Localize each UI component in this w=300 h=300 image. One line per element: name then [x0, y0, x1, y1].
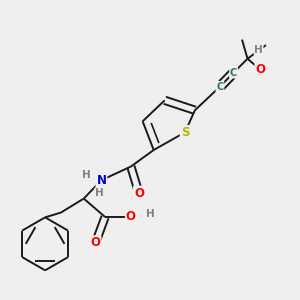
Text: O: O: [134, 187, 144, 200]
Text: H: H: [254, 44, 263, 55]
Text: H: H: [82, 170, 90, 180]
Text: C: C: [230, 68, 237, 78]
Text: C: C: [216, 82, 224, 92]
Text: S: S: [181, 126, 189, 139]
Text: O: O: [91, 236, 100, 249]
Text: H: H: [146, 209, 154, 219]
Text: O: O: [255, 63, 266, 76]
Text: N: N: [96, 174, 106, 187]
Text: O: O: [126, 211, 136, 224]
Text: H: H: [95, 188, 103, 198]
